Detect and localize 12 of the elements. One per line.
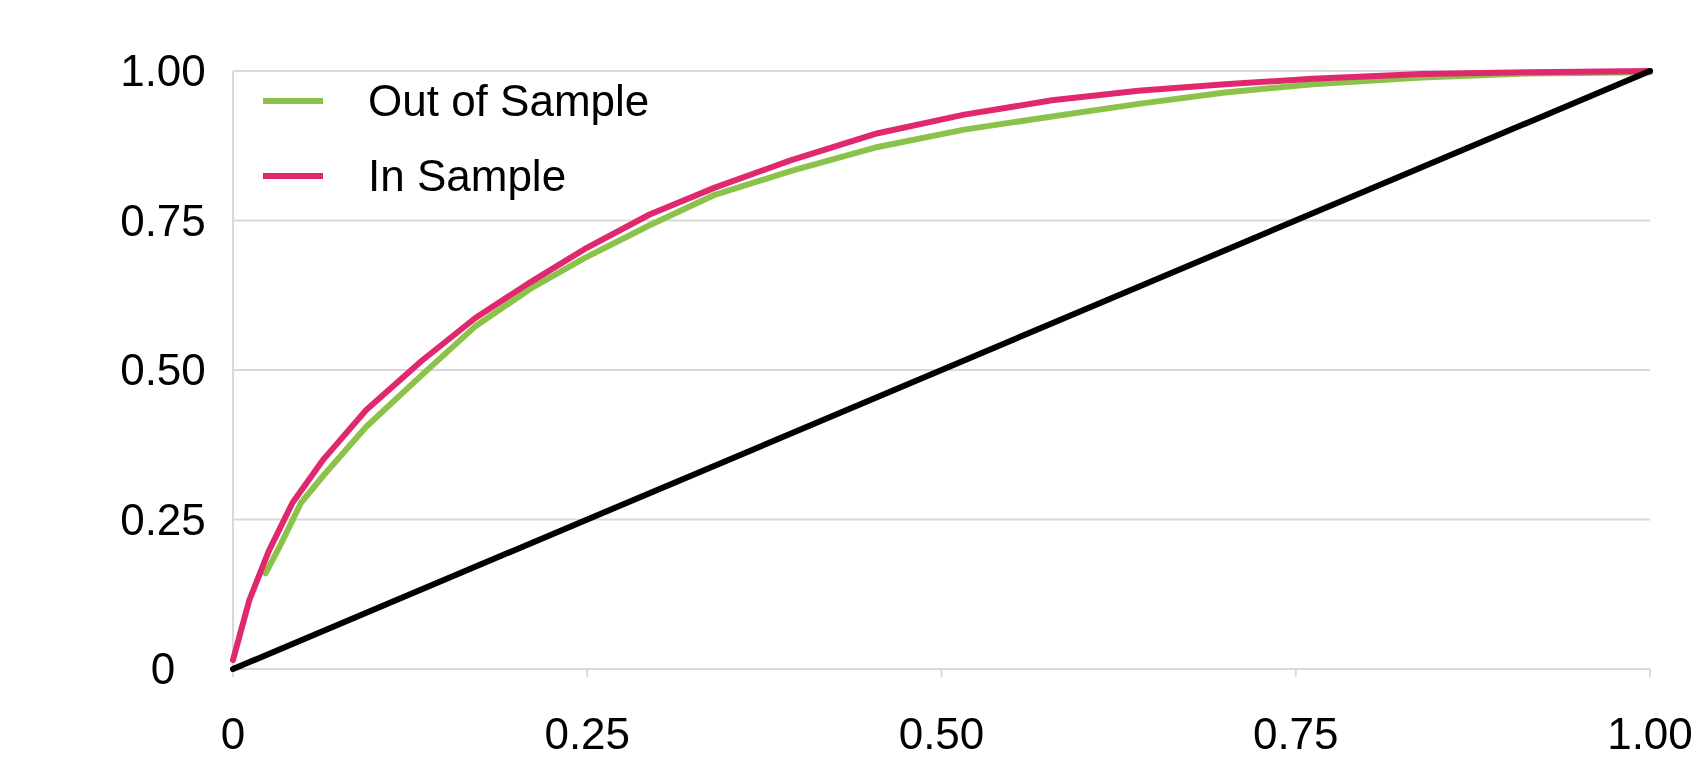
legend-label: In Sample xyxy=(368,151,567,201)
y-tick-label: 0 xyxy=(150,644,176,694)
x-tick-label: 0.25 xyxy=(544,709,631,758)
x-tick-label: 0 xyxy=(220,709,246,758)
y-tick-label: 0.50 xyxy=(120,345,206,395)
y-tick-label: 1.00 xyxy=(120,46,206,96)
y-tick-label: 0.25 xyxy=(120,494,206,544)
legend-label: Out of Sample xyxy=(368,76,650,126)
x-tick-label: 1.00 xyxy=(1607,709,1693,758)
x-tick-label: 0.50 xyxy=(898,709,985,758)
y-tick-label: 0.75 xyxy=(120,195,206,245)
x-tick-label: 0.75 xyxy=(1252,709,1339,758)
